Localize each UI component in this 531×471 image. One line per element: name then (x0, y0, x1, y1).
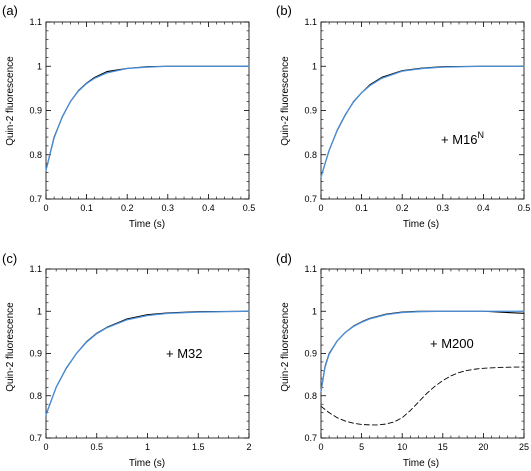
panel-c-xtick-label: 1 (145, 442, 150, 452)
panel-b-plot: 0 0.1 0.2 0.3 0.4 0.5 0.7 0.8 0.9 1 1.1 (304, 17, 530, 213)
panel-a-series-fit (45, 65, 250, 171)
panel-b-frame (320, 21, 525, 200)
panel-a-ytick-label: 1.1 (29, 17, 42, 27)
panel-b-xtick-label: 0.3 (437, 203, 450, 213)
panel-b-label: (b) (276, 3, 292, 18)
panel-c-xtick-label: 2 (246, 442, 251, 452)
panel-b-annotation-text: + M16 (441, 132, 478, 147)
panel-a-xtick-label: 0 (43, 203, 48, 213)
panel-c-xlabel: Time (s) (129, 458, 165, 469)
panel-a-label: (a) (2, 3, 18, 18)
panel-d-ylabel: Quin-2 fluorescence (280, 302, 291, 392)
panel-b-ytick-label: 1 (312, 61, 317, 71)
panel-a-xtick-label: 0.1 (80, 203, 93, 213)
panel-a-ylabel: Quin-2 fluorescence (5, 56, 16, 146)
panel-c-ytick-label: 1.1 (29, 264, 42, 274)
panel-a: (a) Quin-2 fluorescence Time (s) 0 0.1 0.2… (2, 3, 255, 230)
panel-d-xtick-label: 0 (318, 442, 323, 452)
panel-a-frame (45, 21, 250, 200)
panel-b-ytick-label: 0.8 (304, 150, 317, 160)
panel-c-ytick-label: 0.8 (29, 391, 42, 401)
panel-d-ytick-label: 1 (312, 306, 317, 316)
panel-d-xtick-label: 10 (397, 442, 407, 452)
panel-d-label: (d) (276, 251, 292, 266)
panel-b-xtick-label: 0.1 (355, 203, 368, 213)
panel-d-ytick-label: 0.9 (304, 349, 317, 359)
panel-a-xtick-label: 0.2 (121, 203, 134, 213)
panel-a-plot: 0 0.1 0.2 0.3 0.4 0.5 0.7 0.8 0.9 1 1.1 (29, 17, 255, 213)
panel-a-ytick-label: 0.7 (29, 194, 42, 204)
panel-c-plot: 0 0.5 1 1.5 2 0.7 0.8 0.9 1 1.1 (29, 264, 251, 452)
panel-d-series-fit (320, 310, 525, 393)
panel-c-series-fit (45, 310, 250, 416)
panel-c-xtick-label: 0 (43, 442, 48, 452)
panel-a-xtick-label: 0.4 (202, 203, 215, 213)
panel-b-ytick-label: 1.1 (304, 17, 317, 27)
panel-d-series-dashed (320, 366, 525, 426)
panel-b-xlabel: Time (s) (403, 219, 439, 230)
panel-b-xtick-label: 0.2 (396, 203, 409, 213)
panel-b-xtick-label: 0.4 (477, 203, 490, 213)
panel-a-ytick-label: 0.9 (29, 106, 42, 116)
panel-d-ytick-label: 0.7 (304, 433, 317, 443)
panel-c-annotation: + M32 (166, 346, 203, 361)
panel-d-frame (320, 268, 525, 439)
panel-d-annotation: + M200 (430, 336, 474, 351)
panel-b-series-fit (320, 65, 525, 178)
panel-d-ytick-label: 1.1 (304, 264, 317, 274)
panel-d-xtick-label: 20 (478, 442, 488, 452)
panel-c-ytick-label: 0.7 (29, 433, 42, 443)
panel-b: (b) Quin-2 fluorescence Time (s) + M16N … (276, 3, 530, 230)
panel-d-xtick-label: 5 (359, 442, 364, 452)
panel-c-ytick-label: 1 (37, 306, 42, 316)
panel-b-ylabel: Quin-2 fluorescence (280, 56, 291, 146)
panel-c-ytick-label: 0.9 (29, 349, 42, 359)
panel-b-annotation-sup: N (478, 130, 485, 140)
panel-b-ytick-label: 0.9 (304, 106, 317, 116)
panel-a-series-data (45, 65, 250, 171)
panel-d-ytick-label: 0.8 (304, 391, 317, 401)
panel-d-xtick-label: 15 (438, 442, 448, 452)
panel-b-series-data (320, 65, 525, 178)
panel-d: (d) Quin-2 fluorescence Time (s) + M200 … (276, 251, 529, 469)
panel-b-annotation: + M16N (441, 130, 484, 147)
panel-d-plot: 0 5 10 15 20 25 0.7 0.8 0.9 1 1.1 (304, 264, 529, 452)
panel-b-ytick-label: 0.7 (304, 194, 317, 204)
panel-c-ylabel: Quin-2 fluorescence (5, 302, 16, 392)
panel-d-series-data (320, 310, 525, 393)
panel-a-ytick-label: 1 (37, 61, 42, 71)
panel-b-xtick-label: 0.5 (518, 203, 531, 213)
panel-c-xtick-label: 1.5 (192, 442, 205, 452)
panel-d-xlabel: Time (s) (403, 458, 439, 469)
panel-b-xtick-label: 0 (318, 203, 323, 213)
panel-c-label: (c) (2, 251, 17, 266)
panel-d-xtick-label: 25 (519, 442, 529, 452)
panel-a-xtick-label: 0.3 (162, 203, 175, 213)
panel-c-series-data (45, 310, 250, 416)
panel-c: (c) Quin-2 fluorescence Time (s) + M32 0… (2, 251, 252, 469)
panel-c-xtick-label: 0.5 (90, 442, 103, 452)
panel-a-ytick-label: 0.8 (29, 150, 42, 160)
panel-a-xlabel: Time (s) (129, 219, 165, 230)
panel-a-xtick-label: 0.5 (243, 203, 256, 213)
